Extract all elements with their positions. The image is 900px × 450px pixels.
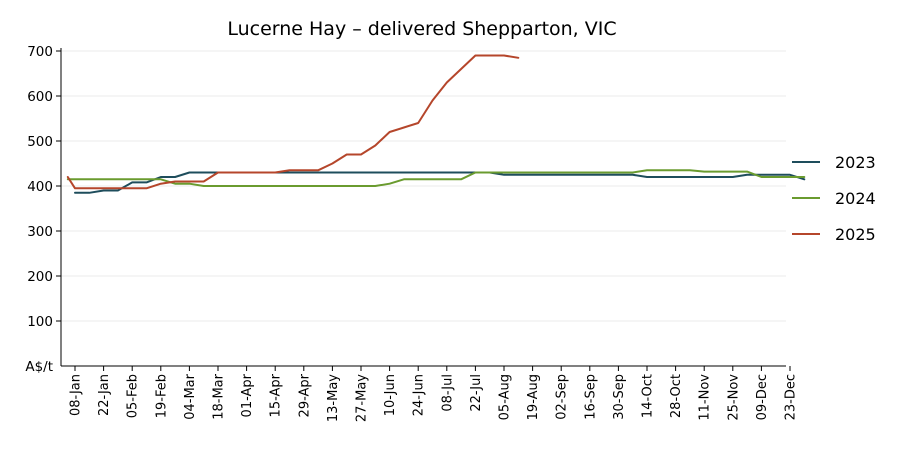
- series-line-2024: [66, 169, 806, 187]
- y-tick-label: 400: [27, 179, 53, 195]
- y-tick-label: 300: [27, 224, 53, 240]
- x-tick-label: 01-Apr: [240, 373, 255, 417]
- x-tick-label: 05-Aug: [498, 374, 513, 420]
- legend-label: 2024: [835, 189, 876, 208]
- y-axis-label: A$/t: [25, 359, 53, 375]
- x-tick-label: 16-Sep: [583, 374, 598, 420]
- x-tick-label: 22-Jul: [469, 374, 484, 412]
- x-tick-label: 13-May: [326, 374, 341, 422]
- y-tick-label: 700: [27, 44, 53, 60]
- x-tick-label: 30-Sep: [612, 374, 627, 420]
- y-tick-label: 500: [27, 134, 53, 150]
- x-tick-label: 08-Jul: [440, 374, 455, 412]
- series-line-2023: [74, 171, 806, 194]
- series-lines: [66, 54, 806, 194]
- grid: [61, 50, 786, 322]
- x-tick-label: 19-Aug: [526, 374, 541, 420]
- y-ticks: 100 200 300 400 500 600 700: [27, 44, 61, 330]
- x-tick-label: 09-Dec: [755, 374, 770, 420]
- x-tick-label: 28-Oct: [669, 374, 684, 418]
- x-ticks: 08-Jan 22-Jan 05-Feb 19-Feb 04-Mar 18-Mar 01-A…: [69, 366, 799, 422]
- x-tick-label: 23-Dec: [784, 374, 799, 420]
- legend: 2023 2024 2025: [792, 153, 876, 244]
- x-tick-label: 11-Nov: [698, 374, 713, 421]
- x-tick-label: 27-May: [355, 374, 370, 422]
- x-tick-label: 10-Jun: [383, 374, 398, 416]
- x-tick-label: 24-Jun: [412, 374, 427, 416]
- x-tick-label: 14-Oct: [641, 374, 656, 418]
- x-tick-label: 29-Apr: [297, 373, 312, 417]
- legend-label: 2023: [835, 153, 876, 172]
- x-tick-label: 19-Feb: [154, 374, 169, 418]
- legend-label: 2025: [835, 225, 876, 244]
- series-line-2025: [66, 54, 520, 190]
- x-tick-label: 15-Apr: [269, 373, 284, 417]
- y-tick-label: 100: [27, 314, 53, 330]
- x-tick-label: 25-Nov: [726, 374, 741, 421]
- chart-title: Lucerne Hay – delivered Shepparton, VIC: [227, 18, 616, 40]
- x-tick-label: 22-Jan: [97, 374, 112, 416]
- x-tick-label: 18-Mar: [212, 373, 227, 419]
- x-tick-label: 04-Mar: [183, 373, 198, 419]
- y-tick-label: 600: [27, 89, 53, 105]
- x-tick-label: 05-Feb: [126, 374, 141, 418]
- x-tick-label: 08-Jan: [69, 374, 84, 416]
- x-tick-label: 02-Sep: [555, 374, 570, 420]
- y-tick-label: 200: [27, 269, 53, 285]
